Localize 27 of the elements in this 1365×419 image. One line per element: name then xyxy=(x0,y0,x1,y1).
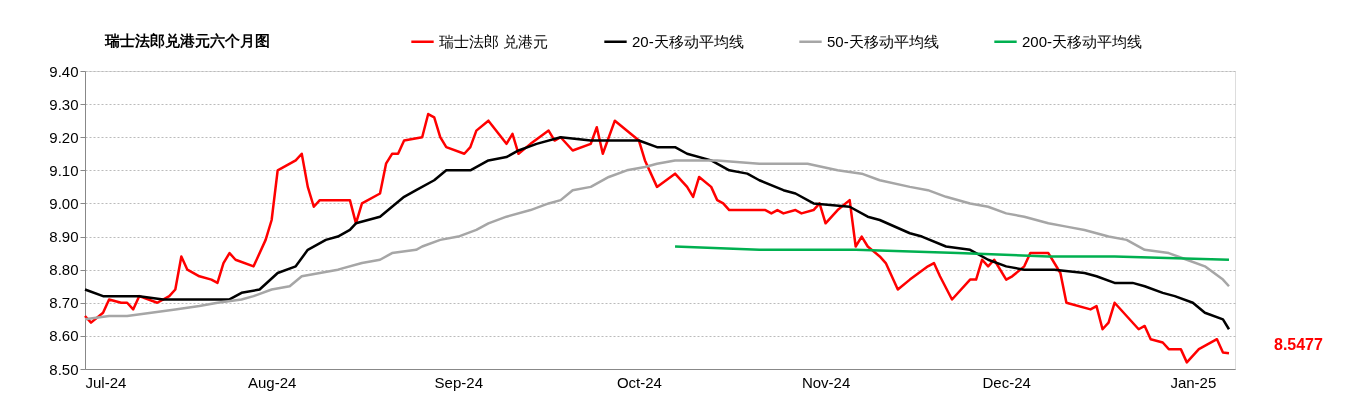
x-tick-label: Nov-24 xyxy=(801,373,851,391)
y-tick-label: 9.10 xyxy=(49,161,79,179)
line-series xyxy=(83,159,1231,321)
x-tick-label: Sep-24 xyxy=(434,373,483,391)
chart-title: 瑞士法郎兑港元六个月图 xyxy=(104,32,270,49)
x-tick-label: Jul-24 xyxy=(85,373,127,391)
y-tick-label: 9.20 xyxy=(49,128,79,146)
y-tick-label: 9.30 xyxy=(49,95,79,113)
x-tick-label: Jan-25 xyxy=(1170,373,1217,391)
legend-label: 瑞士法郎 兑港元 xyxy=(439,32,549,50)
y-tick-label: 8.50 xyxy=(49,360,79,378)
legend-label: 50-天移动平均线 xyxy=(827,32,939,50)
line-series xyxy=(83,112,1231,364)
legend-label: 200-天移动平均线 xyxy=(1022,32,1143,50)
annotation: 8.5477 xyxy=(1273,336,1324,354)
y-tick-label: 9.40 xyxy=(49,62,79,80)
x-tick-label: Aug-24 xyxy=(247,373,297,391)
y-tick-label: 9.00 xyxy=(49,194,79,212)
y-tick-label: 8.60 xyxy=(49,327,79,345)
line-series xyxy=(673,245,1231,261)
y-tick-label: 8.80 xyxy=(49,261,79,279)
legend-label: 20-天移动平均线 xyxy=(632,32,744,50)
x-tick-label: Dec-24 xyxy=(982,373,1031,391)
x-tick-label: Oct-24 xyxy=(616,373,662,391)
y-tick-label: 8.70 xyxy=(49,294,79,312)
line-series xyxy=(83,135,1231,331)
y-tick-label: 8.90 xyxy=(49,228,79,246)
